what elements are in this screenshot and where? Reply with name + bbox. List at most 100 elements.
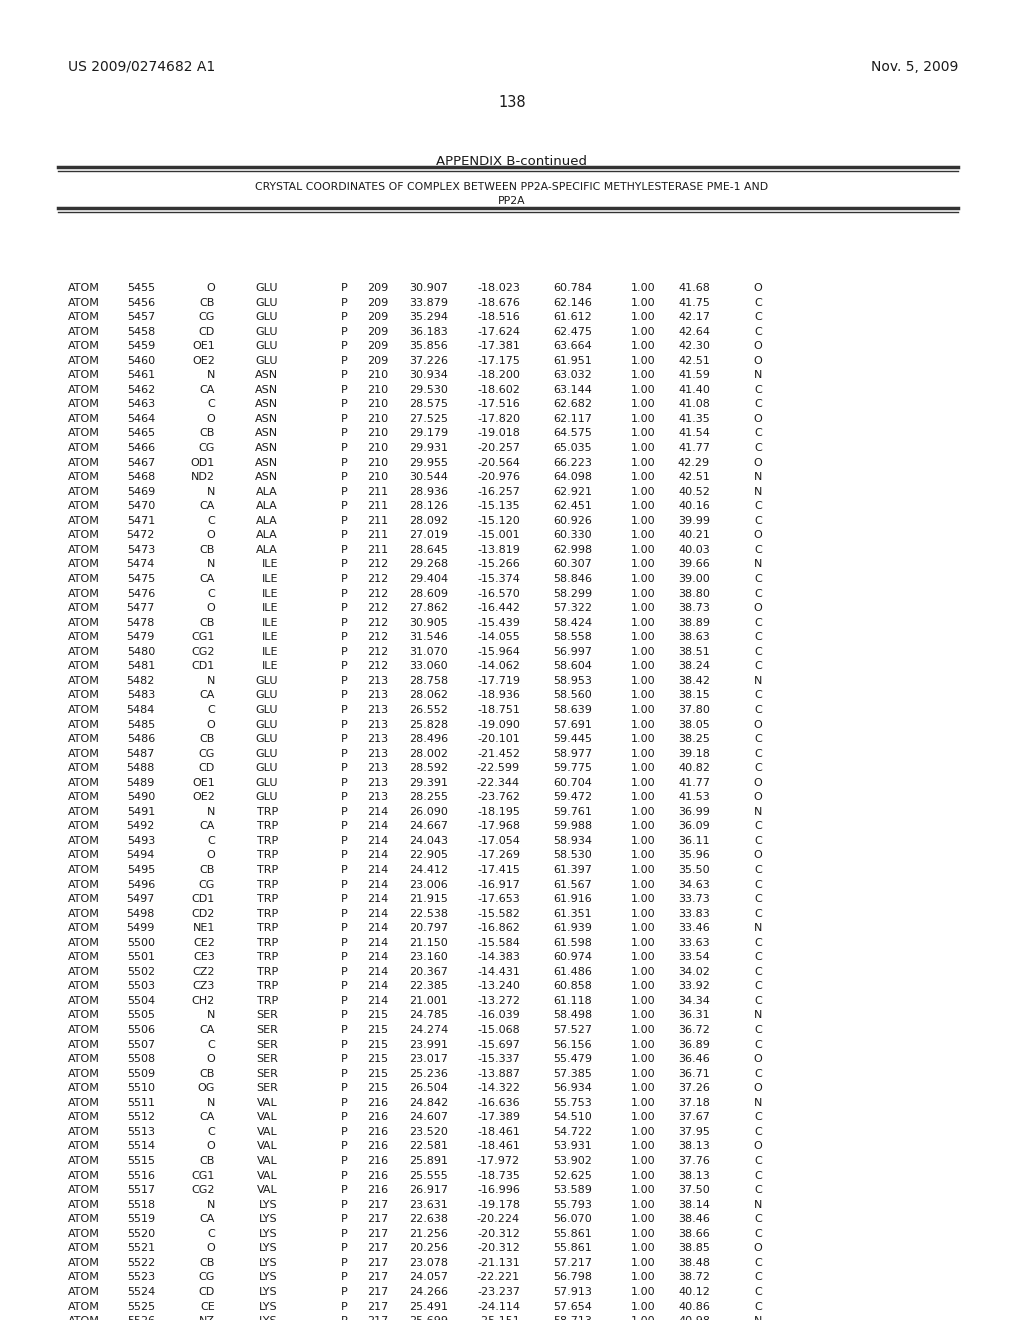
Text: -14.322: -14.322 bbox=[477, 1084, 520, 1093]
Text: SER: SER bbox=[256, 1069, 278, 1078]
Text: 60.974: 60.974 bbox=[553, 952, 592, 962]
Text: C: C bbox=[207, 589, 215, 598]
Text: 25.491: 25.491 bbox=[409, 1302, 449, 1312]
Text: 29.955: 29.955 bbox=[409, 458, 449, 467]
Text: -15.439: -15.439 bbox=[477, 618, 520, 627]
Text: O: O bbox=[754, 719, 762, 730]
Text: 212: 212 bbox=[367, 603, 388, 612]
Text: 56.997: 56.997 bbox=[553, 647, 592, 657]
Text: GLU: GLU bbox=[256, 748, 278, 759]
Text: 1.00: 1.00 bbox=[631, 1142, 655, 1151]
Text: O: O bbox=[206, 531, 215, 540]
Text: O: O bbox=[754, 341, 762, 351]
Text: GLU: GLU bbox=[256, 690, 278, 701]
Text: ILE: ILE bbox=[261, 603, 278, 612]
Text: US 2009/0274682 A1: US 2009/0274682 A1 bbox=[68, 59, 215, 74]
Text: 5515: 5515 bbox=[127, 1156, 155, 1166]
Text: -15.697: -15.697 bbox=[477, 1040, 520, 1049]
Text: 5493: 5493 bbox=[127, 836, 155, 846]
Text: 24.607: 24.607 bbox=[409, 1113, 449, 1122]
Text: 212: 212 bbox=[367, 661, 388, 672]
Text: ATOM: ATOM bbox=[68, 1229, 100, 1238]
Text: 1.00: 1.00 bbox=[631, 1258, 655, 1267]
Text: 5516: 5516 bbox=[127, 1171, 155, 1180]
Text: 212: 212 bbox=[367, 574, 388, 583]
Text: P: P bbox=[341, 473, 348, 482]
Text: C: C bbox=[207, 836, 215, 846]
Text: C: C bbox=[755, 865, 762, 875]
Text: 41.35: 41.35 bbox=[678, 414, 710, 424]
Text: -17.415: -17.415 bbox=[477, 865, 520, 875]
Text: O: O bbox=[754, 777, 762, 788]
Text: 5492: 5492 bbox=[127, 821, 155, 832]
Text: -15.337: -15.337 bbox=[477, 1055, 520, 1064]
Text: -25.151: -25.151 bbox=[477, 1316, 520, 1320]
Text: 65.035: 65.035 bbox=[553, 444, 592, 453]
Text: 41.77: 41.77 bbox=[678, 777, 710, 788]
Text: 37.67: 37.67 bbox=[678, 1113, 710, 1122]
Text: 60.307: 60.307 bbox=[553, 560, 592, 569]
Text: 5504: 5504 bbox=[127, 997, 155, 1006]
Text: 60.858: 60.858 bbox=[553, 981, 592, 991]
Text: 63.664: 63.664 bbox=[553, 341, 592, 351]
Text: 209: 209 bbox=[367, 326, 388, 337]
Text: ATOM: ATOM bbox=[68, 1243, 100, 1253]
Text: C: C bbox=[755, 516, 762, 525]
Text: ATOM: ATOM bbox=[68, 997, 100, 1006]
Text: 217: 217 bbox=[367, 1214, 388, 1224]
Text: CA: CA bbox=[200, 502, 215, 511]
Text: 1.00: 1.00 bbox=[631, 618, 655, 627]
Text: CD: CD bbox=[199, 1287, 215, 1298]
Text: 213: 213 bbox=[367, 690, 388, 701]
Text: 31.070: 31.070 bbox=[410, 647, 449, 657]
Text: O: O bbox=[206, 719, 215, 730]
Text: 25.555: 25.555 bbox=[410, 1171, 449, 1180]
Text: 61.939: 61.939 bbox=[553, 923, 592, 933]
Text: ATOM: ATOM bbox=[68, 705, 100, 715]
Text: N: N bbox=[754, 1098, 762, 1107]
Text: 27.862: 27.862 bbox=[409, 603, 449, 612]
Text: CA: CA bbox=[200, 385, 215, 395]
Text: 1.00: 1.00 bbox=[631, 705, 655, 715]
Text: ATOM: ATOM bbox=[68, 908, 100, 919]
Text: CG: CG bbox=[199, 748, 215, 759]
Text: 39.00: 39.00 bbox=[678, 574, 710, 583]
Text: 41.77: 41.77 bbox=[678, 444, 710, 453]
Text: 1.00: 1.00 bbox=[631, 1040, 655, 1049]
Text: -18.516: -18.516 bbox=[477, 312, 520, 322]
Text: N: N bbox=[207, 487, 215, 496]
Text: P: P bbox=[341, 836, 348, 846]
Text: ILE: ILE bbox=[261, 574, 278, 583]
Text: 1.00: 1.00 bbox=[631, 676, 655, 686]
Text: 1.00: 1.00 bbox=[631, 371, 655, 380]
Text: 22.538: 22.538 bbox=[409, 908, 449, 919]
Text: CG: CG bbox=[199, 1272, 215, 1283]
Text: P: P bbox=[341, 1142, 348, 1151]
Text: C: C bbox=[755, 400, 762, 409]
Text: 1.00: 1.00 bbox=[631, 1156, 655, 1166]
Text: P: P bbox=[341, 821, 348, 832]
Text: 216: 216 bbox=[367, 1142, 388, 1151]
Text: -23.237: -23.237 bbox=[477, 1287, 520, 1298]
Text: 28.592: 28.592 bbox=[409, 763, 449, 774]
Text: P: P bbox=[341, 312, 348, 322]
Text: 212: 212 bbox=[367, 589, 388, 598]
Text: 215: 215 bbox=[367, 1040, 388, 1049]
Text: 217: 217 bbox=[367, 1229, 388, 1238]
Text: 1.00: 1.00 bbox=[631, 1185, 655, 1195]
Text: CB: CB bbox=[200, 865, 215, 875]
Text: P: P bbox=[341, 748, 348, 759]
Text: 28.092: 28.092 bbox=[409, 516, 449, 525]
Text: -18.023: -18.023 bbox=[477, 282, 520, 293]
Text: OD1: OD1 bbox=[190, 458, 215, 467]
Text: ATOM: ATOM bbox=[68, 966, 100, 977]
Text: 211: 211 bbox=[367, 531, 388, 540]
Text: 33.060: 33.060 bbox=[410, 661, 449, 672]
Text: 5468: 5468 bbox=[127, 473, 155, 482]
Text: NE1: NE1 bbox=[193, 923, 215, 933]
Text: 58.558: 58.558 bbox=[553, 632, 592, 643]
Text: C: C bbox=[755, 952, 762, 962]
Text: -14.431: -14.431 bbox=[477, 966, 520, 977]
Text: -20.312: -20.312 bbox=[477, 1229, 520, 1238]
Text: 209: 209 bbox=[367, 341, 388, 351]
